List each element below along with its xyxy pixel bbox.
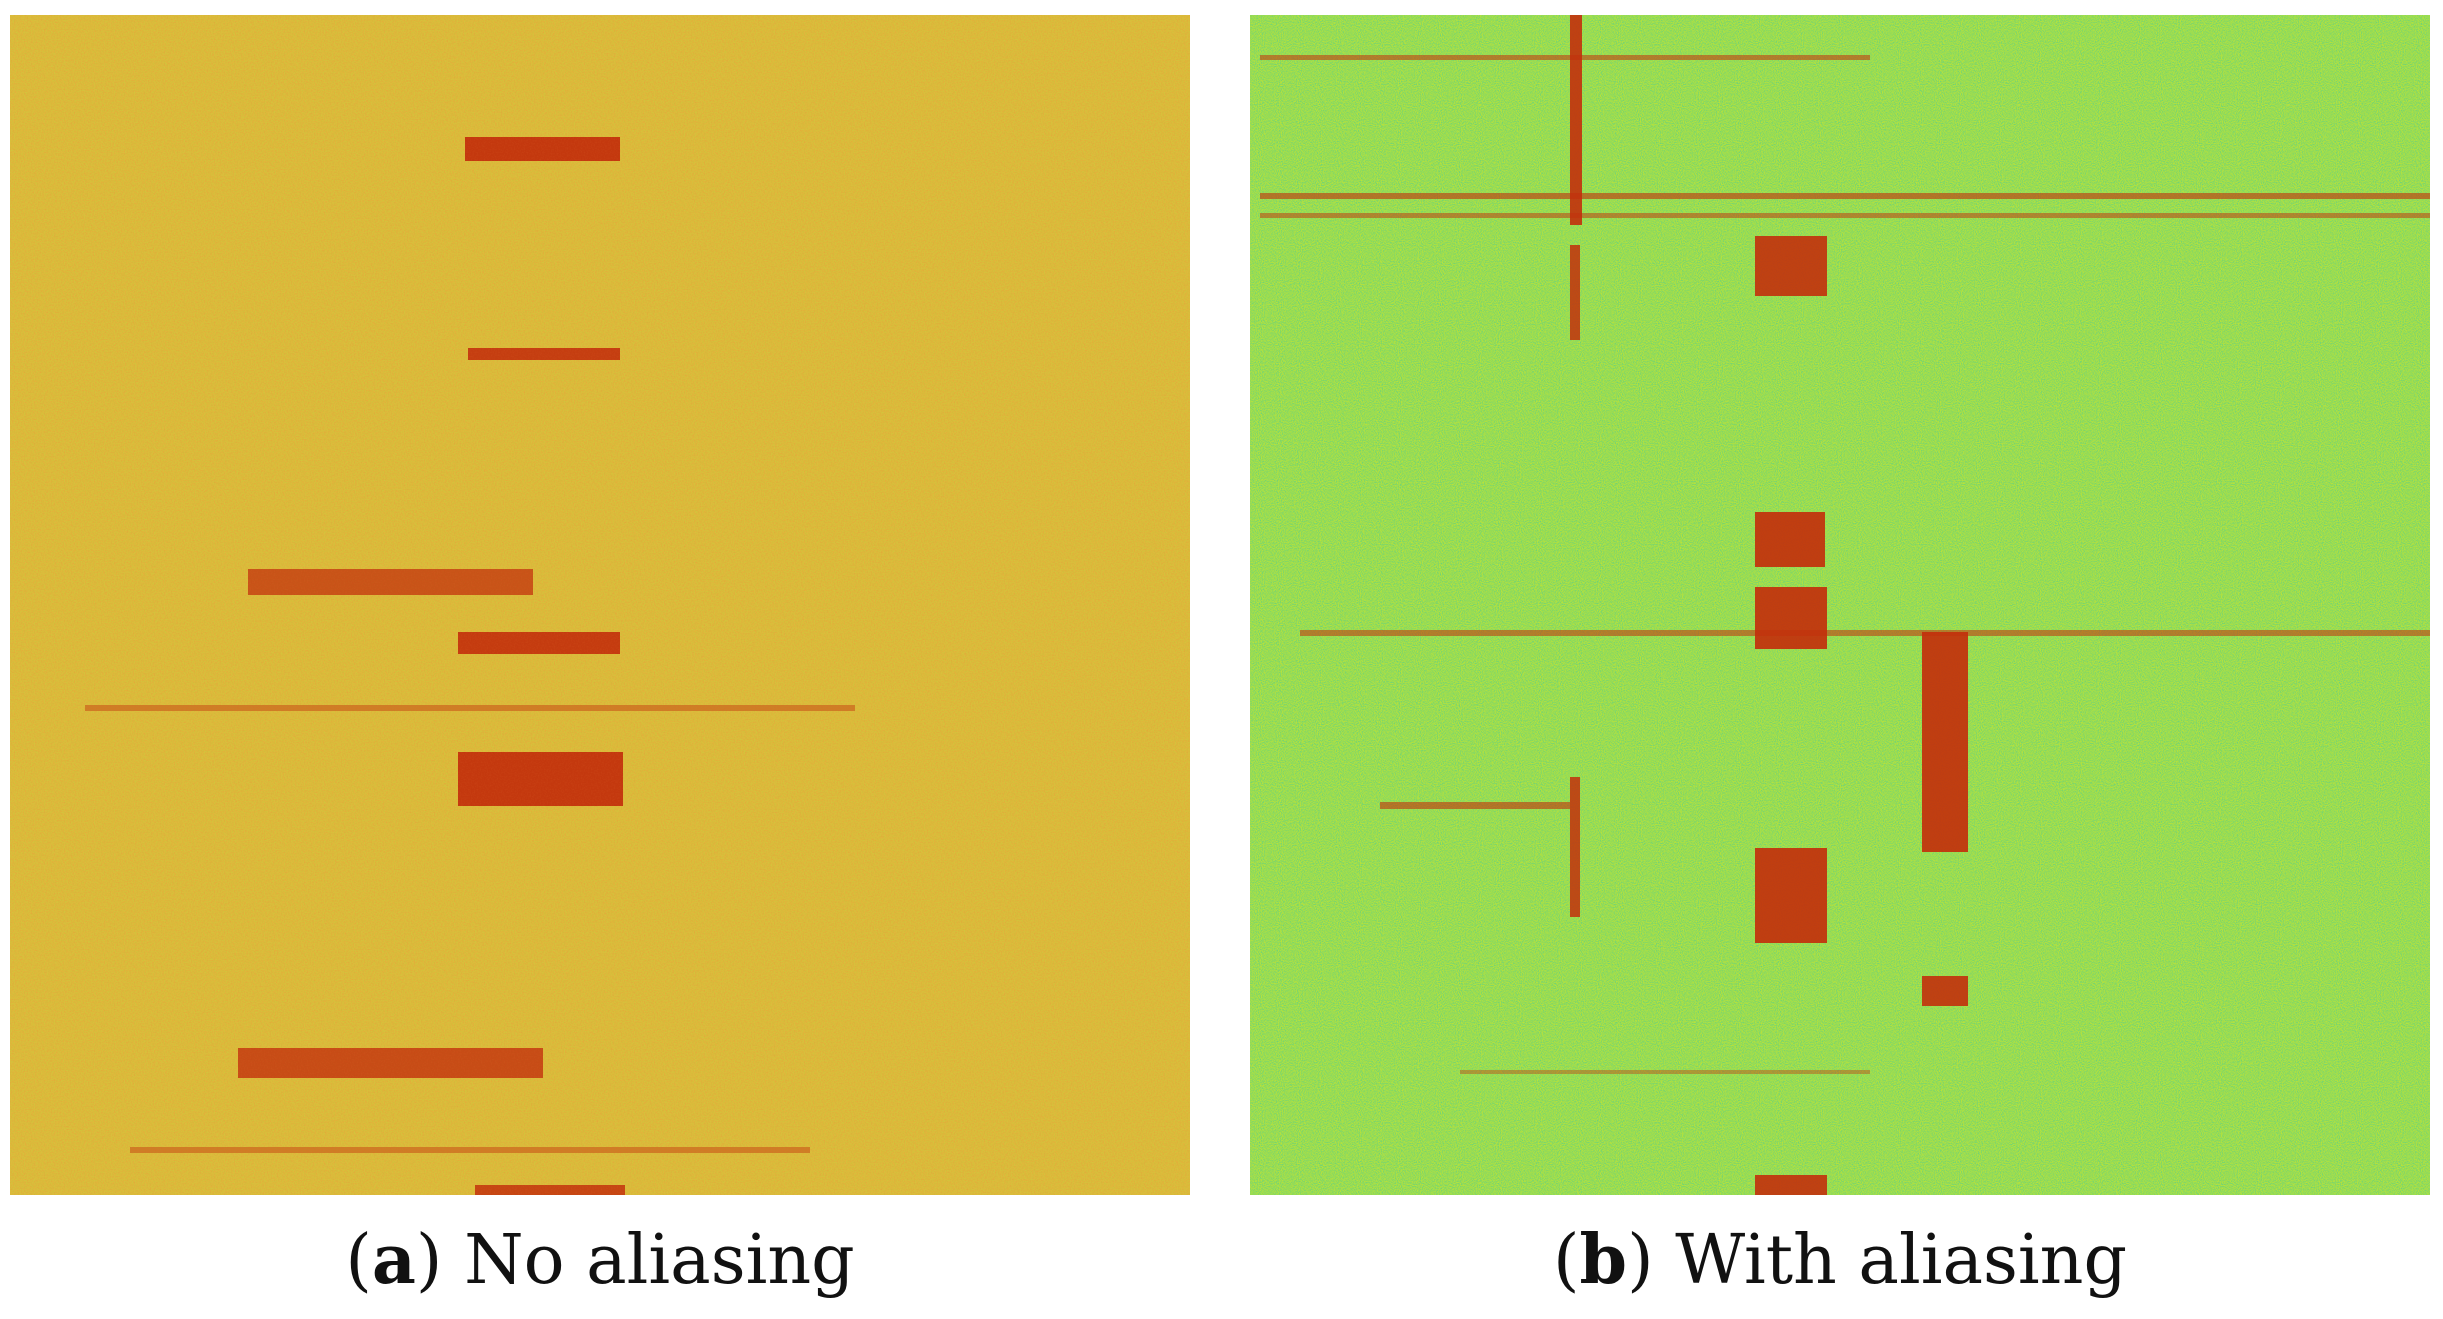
caption-a: (a) No aliasing xyxy=(10,1220,1190,1300)
caption-a-text: No aliasing xyxy=(464,1221,855,1300)
caption-b-open-paren: ( xyxy=(1553,1221,1580,1300)
spectrogram-no-aliasing xyxy=(10,15,1190,1195)
spectrogram-a-image xyxy=(10,15,1190,1195)
spectrogram-b-image xyxy=(1250,15,2430,1195)
caption-a-open-paren: ( xyxy=(345,1221,372,1300)
caption-b: (b) With aliasing xyxy=(1250,1220,2430,1300)
caption-a-close-paren: ) xyxy=(415,1221,443,1300)
spectrogram-with-aliasing xyxy=(1250,15,2430,1195)
caption-b-letter: b xyxy=(1579,1220,1628,1300)
signal-bands-b xyxy=(1260,15,2430,1195)
caption-b-text: With aliasing xyxy=(1675,1221,2127,1300)
caption-b-close-paren: ) xyxy=(1627,1221,1654,1300)
caption-a-letter: a xyxy=(371,1220,416,1300)
